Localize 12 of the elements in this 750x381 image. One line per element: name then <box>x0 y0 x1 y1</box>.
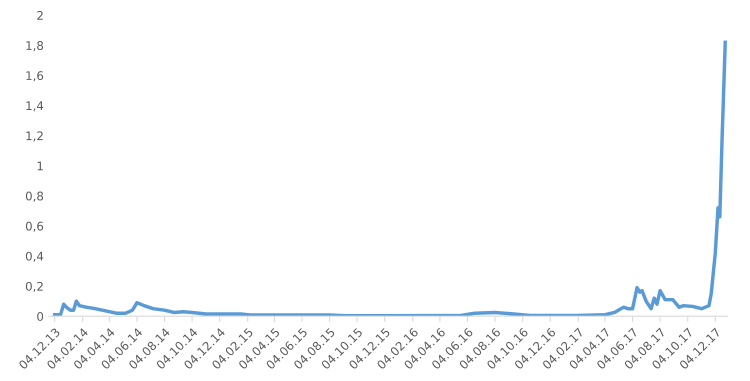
y-tick-label: 0,4 <box>26 252 44 262</box>
y-tick-label: 1,4 <box>26 101 44 112</box>
y-tick-label: 1,8 <box>26 41 44 52</box>
y-tick-label: 2 <box>37 10 43 20</box>
y-tick-label: 1,6 <box>26 71 44 82</box>
y-tick-label: 0,6 <box>26 222 44 232</box>
y-tick-label: 0,2 <box>26 282 43 292</box>
y-tick-label: 1 <box>38 162 43 170</box>
y-tick-label: 0 <box>37 312 44 321</box>
y-tick-label: 0,8 <box>26 192 44 202</box>
line-series <box>52 40 727 316</box>
y-tick-label: 1,2 <box>26 131 43 142</box>
